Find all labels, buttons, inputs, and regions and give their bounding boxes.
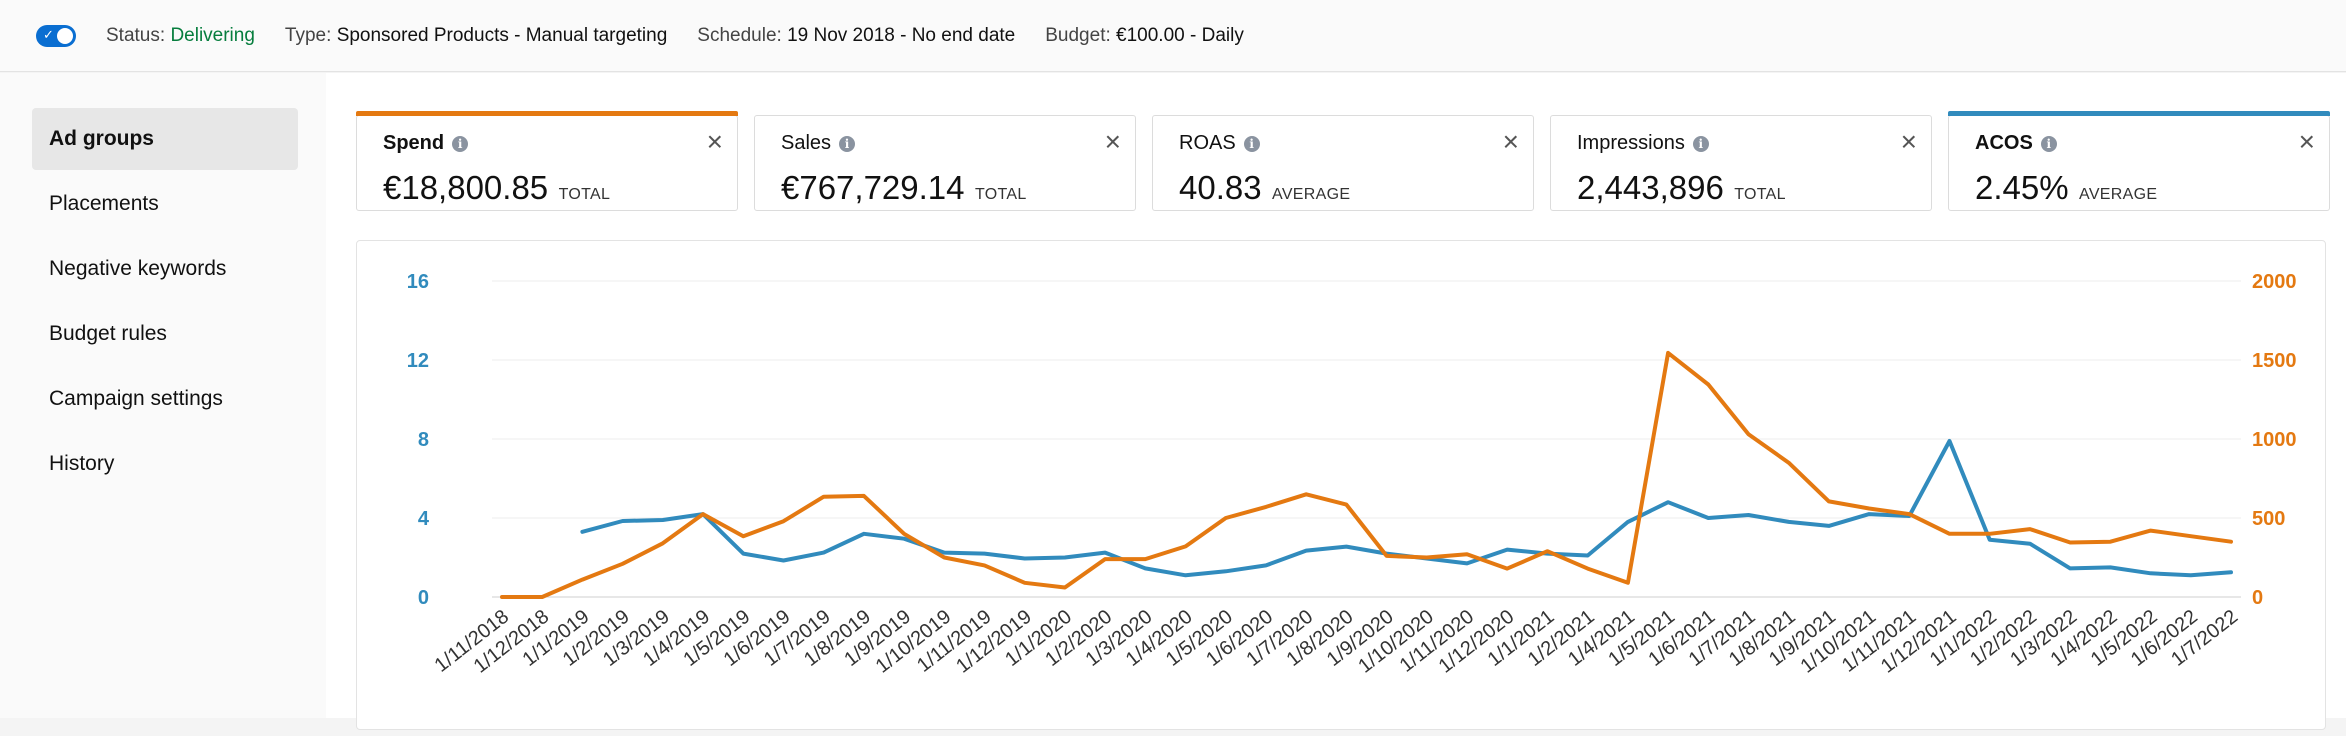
metric-name-row: Impressions i <box>1577 132 1905 155</box>
info-icon[interactable]: i <box>2040 135 2057 152</box>
y-axis-right: 0 500 1000 1500 2000 <box>2252 271 2297 609</box>
metric-card-spend[interactable]: Spend i × €18,800.85 TOTAL <box>356 111 738 211</box>
metric-value: €18,800.85 <box>383 169 549 206</box>
metric-aggregation: TOTAL <box>1734 186 1786 203</box>
metric-name-row: Sales i <box>781 132 1109 155</box>
metric-name-row: ACOS i <box>1975 132 2303 155</box>
chart-lines <box>500 350 2233 599</box>
budget-value: €100.00 - Daily <box>1116 24 1244 46</box>
sidebar-item-negative-keywords[interactable]: Negative keywords <box>49 257 227 280</box>
metric-name: Spend <box>383 132 445 154</box>
budget-label: Budget: <box>1045 24 1111 46</box>
metric-accent-bar <box>356 111 738 116</box>
sidebar-item-ad-groups[interactable]: Ad groups <box>32 108 298 170</box>
metric-card-acos[interactable]: ACOS i × 2.45% AVERAGE <box>1948 111 2330 211</box>
y-right-tick-label: 2000 <box>2252 271 2297 293</box>
y-axis-left: 0 4 8 12 16 <box>407 271 430 609</box>
metric-card-sales[interactable]: Sales i × €767,729.14 TOTAL <box>754 115 1136 211</box>
check-icon: ✓ <box>43 26 54 42</box>
metric-value: 2.45% <box>1975 169 2069 206</box>
x-axis: 1/11/20181/12/20181/1/20191/2/20191/3/20… <box>431 606 2242 678</box>
toggle-knob <box>57 27 73 44</box>
close-icon[interactable]: × <box>1502 126 1519 157</box>
metric-name: Sales <box>781 132 832 154</box>
schedule-info: Schedule: 19 Nov 2018 - No end date <box>697 25 1015 47</box>
metric-name-row: ROAS i <box>1179 132 1507 155</box>
y-left-tick-label: 0 <box>418 587 429 609</box>
info-icon[interactable]: i <box>1692 135 1709 152</box>
sidebar-item-history[interactable]: History <box>49 452 115 475</box>
metric-value: 40.83 <box>1179 169 1262 206</box>
metric-value-row: €18,800.85 TOTAL <box>383 169 711 207</box>
schedule-value: 19 Nov 2018 - No end date <box>787 24 1016 46</box>
status-label: Status: <box>106 24 166 46</box>
metric-card-roas[interactable]: ROAS i × 40.83 AVERAGE <box>1152 115 1534 211</box>
y-right-tick-label: 1000 <box>2252 429 2297 451</box>
close-icon[interactable]: × <box>1104 126 1121 157</box>
performance-chart: 0 4 8 12 16 0 500 1000 1500 2000 1/11/20181/12/2… <box>407 271 2297 678</box>
metric-name: ACOS <box>1975 132 2033 154</box>
y-right-tick-label: 1500 <box>2252 350 2297 372</box>
sidebar-background <box>0 73 326 718</box>
close-icon[interactable]: × <box>2298 126 2315 157</box>
sidebar-item-budget-rules[interactable]: Budget rules <box>49 322 167 345</box>
metric-aggregation: AVERAGE <box>1272 186 1351 203</box>
y-right-tick-label: 0 <box>2252 587 2263 609</box>
campaign-toggle[interactable]: ✓ <box>36 24 76 47</box>
y-right-tick-label: 500 <box>2252 508 2285 530</box>
schedule-label: Schedule: <box>697 24 782 46</box>
info-icon[interactable]: i <box>452 135 469 152</box>
metric-card-impressions[interactable]: Impressions i × 2,443,896 TOTAL <box>1550 115 1932 211</box>
metric-aggregation: TOTAL <box>974 186 1027 203</box>
info-icon[interactable]: i <box>839 135 856 152</box>
metric-name-row: Spend i <box>383 132 711 155</box>
metric-value: 2,443,896 <box>1577 169 1724 206</box>
close-icon[interactable]: × <box>1900 126 1917 157</box>
performance-chart-card: 0 4 8 12 16 0 500 1000 1500 2000 1/11/2018 1/12/2… <box>356 240 2326 730</box>
y-left-tick-label: 4 <box>418 508 430 530</box>
close-icon[interactable]: × <box>706 126 723 157</box>
status-info: Status: Delivering <box>106 25 255 47</box>
metric-value-row: 2,443,896 TOTAL <box>1577 169 1905 207</box>
y-left-tick-label: 12 <box>407 350 429 372</box>
metric-aggregation: TOTAL <box>558 186 611 203</box>
main-content: Spend i × €18,800.85 TOTAL Sales i × €76… <box>326 73 2346 730</box>
info-icon[interactable]: i <box>1243 135 1260 152</box>
budget-info: Budget: €100.00 - Daily <box>1045 25 1244 47</box>
y-left-tick-label: 8 <box>418 429 429 451</box>
type-info: Type: Sponsored Products - Manual target… <box>285 25 667 47</box>
metric-aggregation: AVERAGE <box>2079 186 2158 203</box>
metric-value-row: €767,729.14 TOTAL <box>781 169 1109 207</box>
sidebar-item-placements[interactable]: Placements <box>49 192 159 215</box>
metric-name: Impressions <box>1577 132 1685 154</box>
sidebar-item-campaign-settings[interactable]: Campaign settings <box>49 387 223 410</box>
type-value: Sponsored Products - Manual targeting <box>336 24 668 46</box>
metric-value-row: 2.45% AVERAGE <box>1975 169 2303 207</box>
y-left-tick-label: 16 <box>407 271 429 293</box>
metric-value: €767,729.14 <box>781 169 965 206</box>
type-label: Type: <box>284 24 332 46</box>
status-value: Delivering <box>170 24 255 46</box>
campaign-status-bar: ✓ Status: Delivering Type: Sponsored Pro… <box>0 0 2346 72</box>
sidebar-nav: Ad groups Placements Negative keywords B… <box>32 108 298 498</box>
metric-name: ROAS <box>1179 132 1236 154</box>
metric-accent-bar <box>1948 111 2330 116</box>
series-line-spend <box>500 350 2233 599</box>
metric-value-row: 40.83 AVERAGE <box>1179 169 1507 207</box>
